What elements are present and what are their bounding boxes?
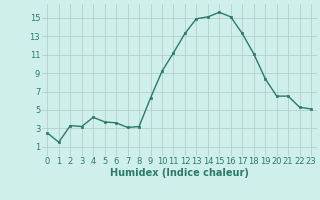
X-axis label: Humidex (Indice chaleur): Humidex (Indice chaleur): [110, 168, 249, 178]
